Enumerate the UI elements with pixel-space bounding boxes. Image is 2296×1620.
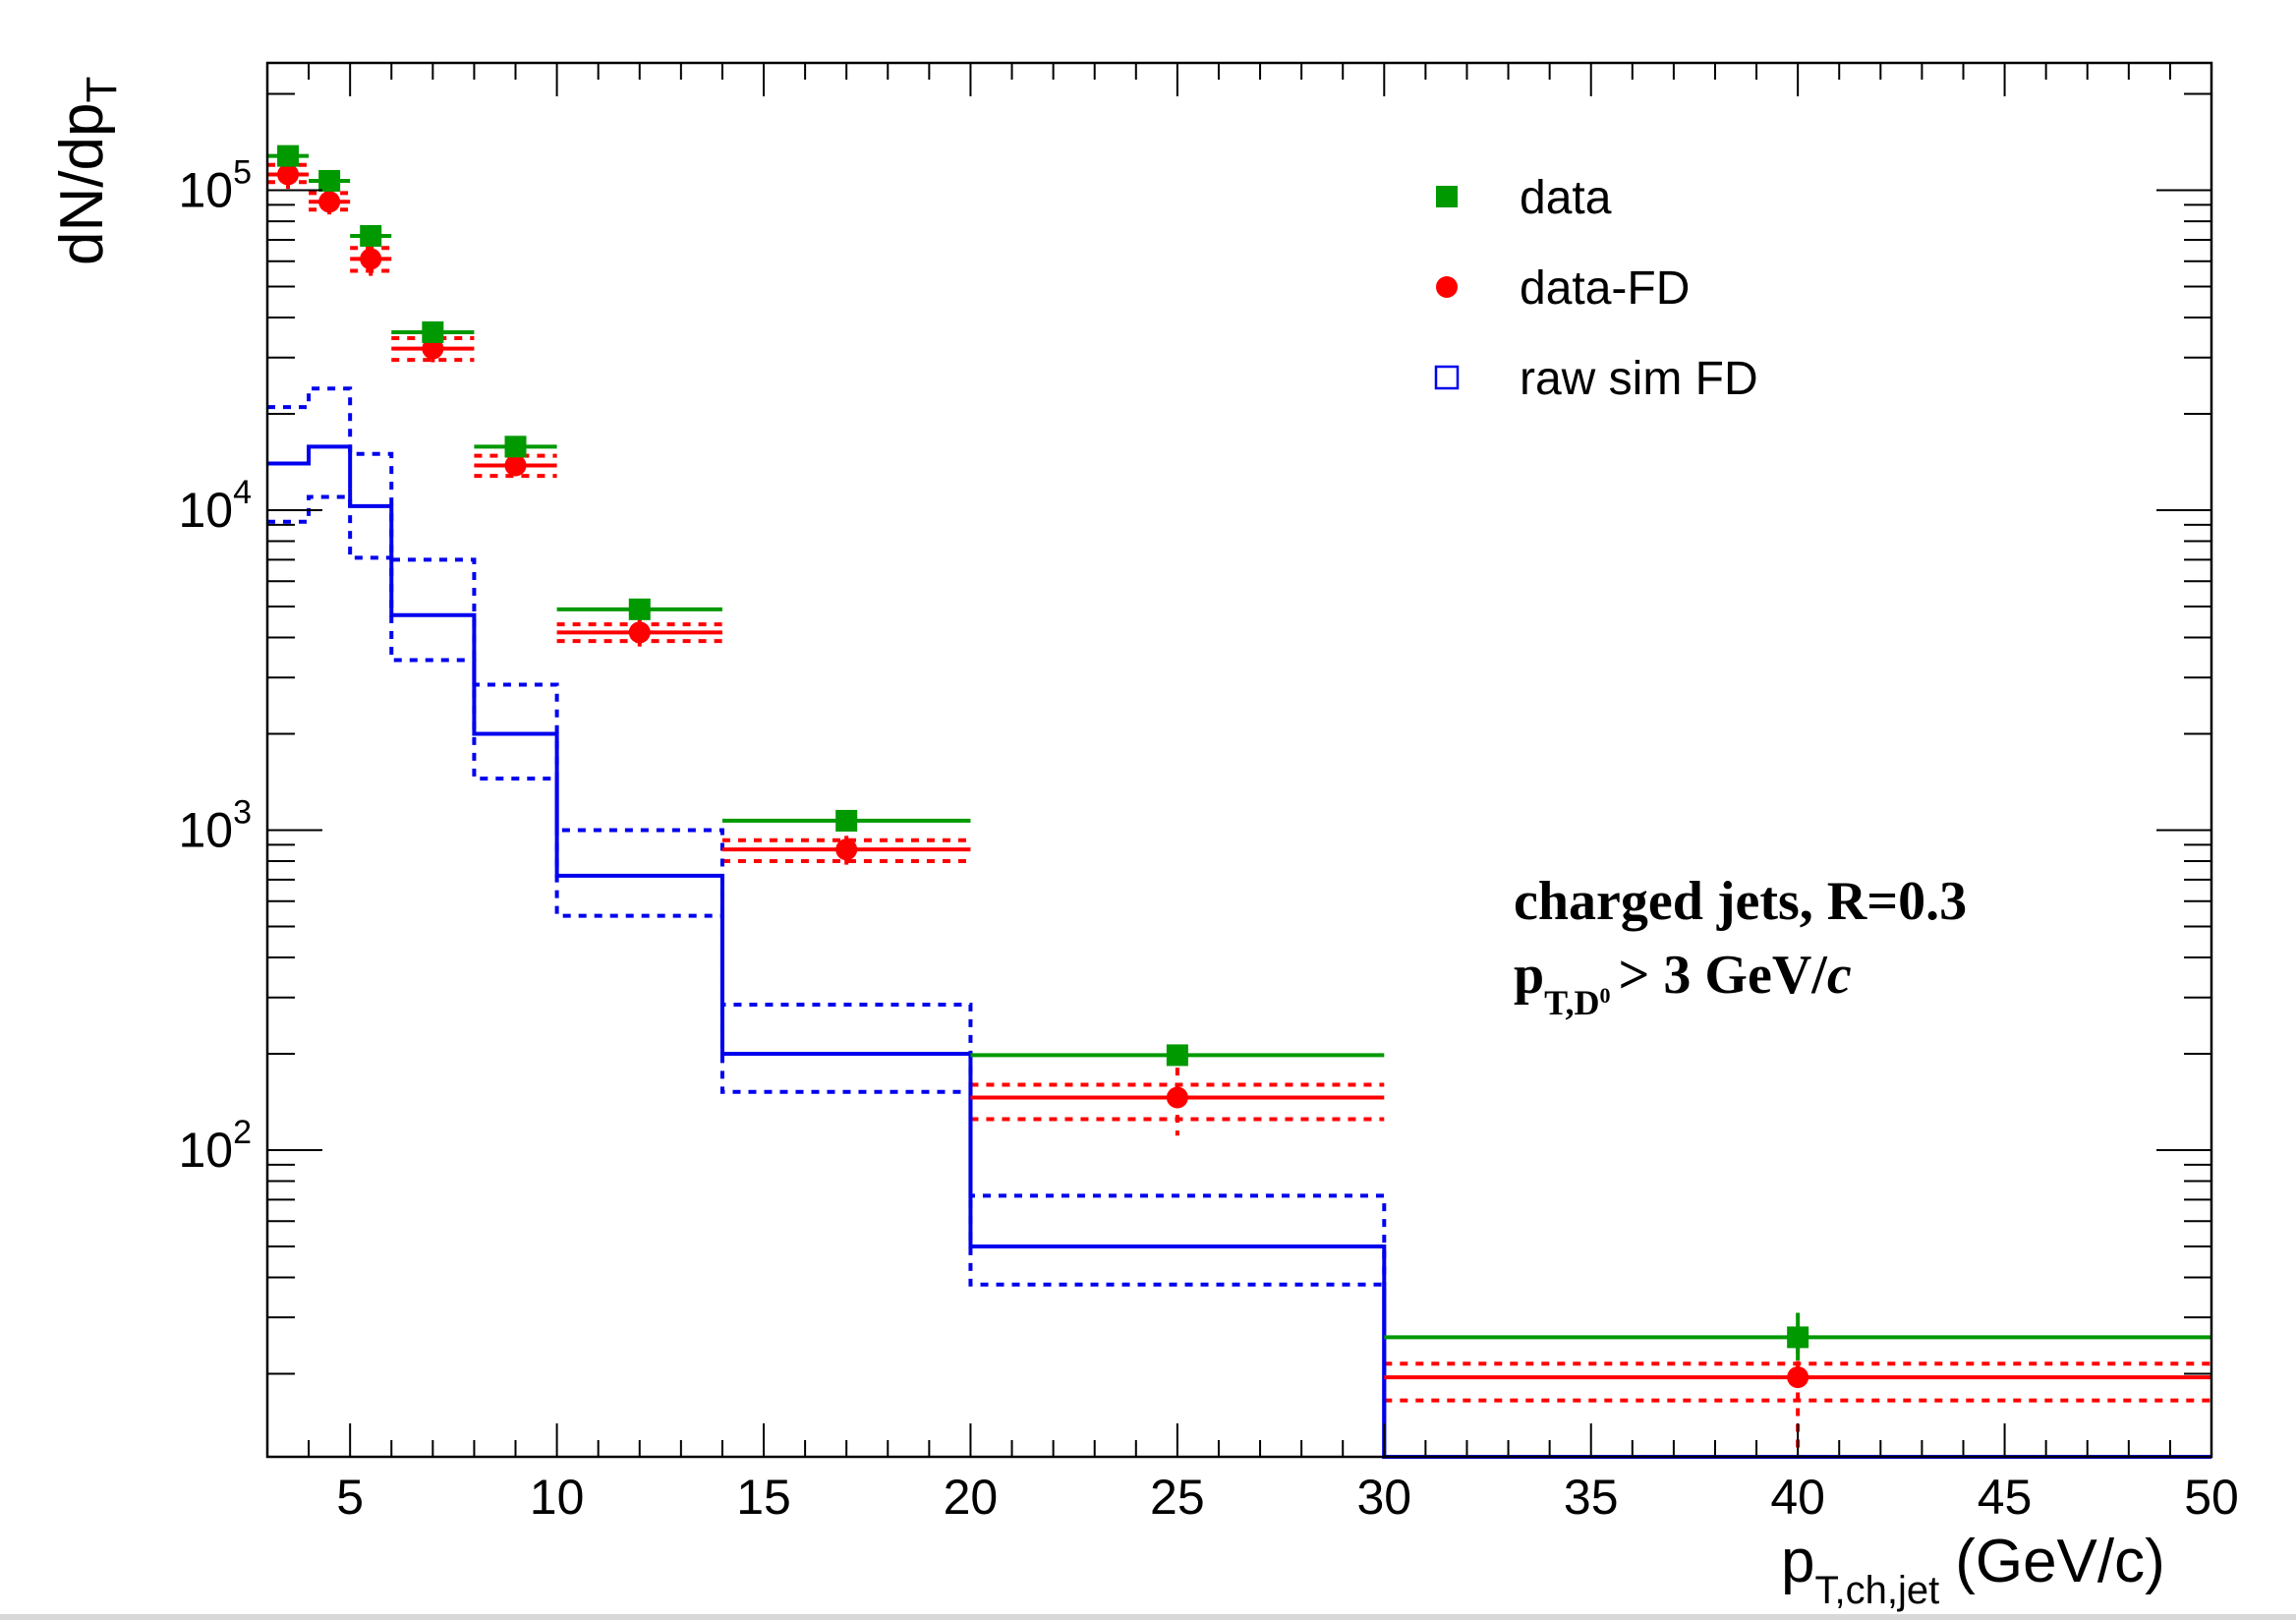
annotation-line-1: charged jets, R=0.3 [1514,871,1967,932]
annotation-p: p [1514,945,1544,1006]
y-tick-label: 102 [178,1114,252,1178]
y-tick-base: 10 [178,802,233,857]
y-tick-base: 10 [178,163,233,218]
data-point-square [628,598,651,620]
y-tick-exp: 2 [233,1114,252,1151]
x-tick-label: 15 [736,1470,791,1525]
legend-label: data-FD [1520,262,1690,315]
y-tick-label: 105 [178,154,252,218]
data-point-square [318,169,341,192]
sim-step-lines [267,386,2211,1459]
y-axis-title-main: dN/dp [48,103,116,265]
legend-marker-circle [1436,276,1458,298]
legend-marker-square [1436,186,1458,207]
x-tick-label: 30 [1356,1470,1411,1525]
data-point-square [1787,1326,1809,1349]
y-tick-label: 104 [178,474,252,538]
data-points [267,145,2211,1451]
data-fd-point-circle [504,454,527,477]
annotation-sub: T,D [1544,983,1599,1022]
legend-marker-open-square [1434,365,1460,390]
annotation-c: c [1827,945,1852,1006]
data-fd-point-circle [628,621,651,644]
data-fd-point-circle [835,839,858,861]
y-tick-base: 10 [178,1123,233,1178]
data-fd-point-circle [360,248,382,270]
plot-frame [265,61,2213,1459]
x-tick-label: 25 [1150,1470,1205,1525]
data-fd-point-circle [1787,1366,1809,1389]
data-point-square [277,145,300,167]
sim-band-high-step [267,386,2211,1459]
data-point-square [360,224,382,247]
x-tick-label: 40 [1770,1470,1825,1525]
plot-frame-rect [265,61,2213,1459]
data-point-square [422,320,444,343]
y-tick-exp: 3 [233,793,252,831]
y-tick-exp: 5 [233,154,252,192]
y-tick-label: 103 [178,793,252,857]
x-axis-title-sub: T,ch,jet [1814,1569,1939,1612]
window-bottom-bar [0,1614,2296,1620]
annotation-sup: 0 [1600,983,1611,1008]
x-tick-label: 35 [1564,1470,1619,1525]
y-axis-title-sub: T [78,77,126,103]
legend-label: data [1520,172,1612,224]
sim-band-low-step [267,494,2211,1459]
axis-ticks [266,63,2212,1457]
y-tick-base: 10 [178,483,233,538]
data-fd-point-circle [1166,1086,1188,1109]
x-tick-label: 5 [336,1470,364,1525]
x-tick-label: 50 [2184,1470,2239,1525]
x-axis-title: pT,ch,jet (GeV/c) [1781,1528,2165,1612]
x-tick-label: 20 [944,1470,999,1525]
x-tick-label: 10 [530,1470,585,1525]
annotation-line-2: pT,D0 > 3 GeV/c [1514,945,1852,1022]
x-tick-label: 45 [1978,1470,2033,1525]
y-axis-title: dN/dpT [48,77,126,265]
legend-label: raw sim FD [1520,353,1758,405]
legend: data data-FD raw sim FD [1434,172,1758,405]
data-point-square [1166,1044,1188,1067]
annotation-rest: > 3 GeV/ [1619,945,1829,1006]
data-point-square [835,809,858,832]
data-fd-point-circle [318,191,341,213]
x-axis-title-unit: (GeV/c) [1955,1528,2165,1595]
data-point-square [504,435,527,458]
data-fd-point-circle [422,337,444,360]
x-axis-title-main: p [1781,1528,1814,1595]
uncertainty-bands [267,162,2211,1403]
y-tick-exp: 4 [233,474,252,511]
data-fd-point-circle [277,163,300,186]
sim-central-step [267,444,2211,1459]
